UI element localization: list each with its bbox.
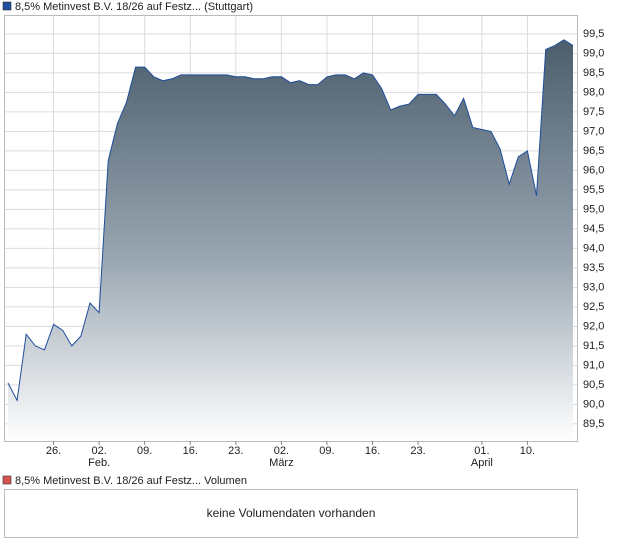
x-tick-label: 26.	[46, 445, 61, 457]
volume-panel	[4, 489, 578, 538]
y-tick-label: 97,5	[583, 106, 604, 118]
y-tick-label: 89,5	[583, 418, 604, 430]
y-tick-label: 91,0	[583, 359, 604, 371]
y-tick-label: 97,0	[583, 125, 604, 137]
y-tick-label: 94,5	[583, 223, 604, 235]
y-tick-label: 98,5	[583, 67, 604, 79]
y-tick-label: 99,0	[583, 47, 604, 59]
y-tick-label: 90,5	[583, 379, 604, 391]
y-tick-label: 95,0	[583, 203, 604, 215]
x-tick-label: 01.	[474, 445, 489, 457]
y-tick-label: 93,5	[583, 262, 604, 274]
y-tick-label: 95,5	[583, 184, 604, 196]
x-tick-label: 10.	[520, 445, 535, 457]
x-tick-label: 09.	[319, 445, 334, 457]
y-tick-label: 92,0	[583, 320, 604, 332]
x-tick-label: 02.	[274, 445, 289, 457]
x-tick-label: 02.	[91, 445, 106, 457]
y-tick-label: 94,0	[583, 242, 604, 254]
x-tick-label: 16.	[365, 445, 380, 457]
x-month-label: Feb.	[88, 457, 110, 469]
y-tick-label: 99,5	[583, 28, 604, 40]
y-tick-label: 92,5	[583, 301, 604, 313]
x-month-label: März	[269, 457, 293, 469]
x-tick-label: 23.	[228, 445, 243, 457]
area-fill	[8, 39, 573, 442]
legend-swatch	[2, 1, 12, 11]
legend-swatch	[2, 475, 12, 485]
legend-label: 8,5% Metinvest B.V. 18/26 auf Festz... (…	[15, 1, 253, 13]
y-tick-label: 93,0	[583, 281, 604, 293]
legend-label: 8,5% Metinvest B.V. 18/26 auf Festz... V…	[15, 475, 247, 487]
y-tick-label: 96,5	[583, 145, 604, 157]
volume-message: keine Volumendaten vorhanden	[207, 506, 376, 520]
y-tick-label: 98,0	[583, 86, 604, 98]
x-tick-label: 09.	[137, 445, 152, 457]
x-month-label: April	[471, 457, 493, 469]
x-tick-label: 16.	[183, 445, 198, 457]
y-tick-label: 90,0	[583, 398, 604, 410]
line	[7, 39, 574, 403]
x-tick-label: 23.	[410, 445, 425, 457]
y-tick-label: 96,0	[583, 164, 604, 176]
y-tick-label: 91,5	[583, 340, 604, 352]
